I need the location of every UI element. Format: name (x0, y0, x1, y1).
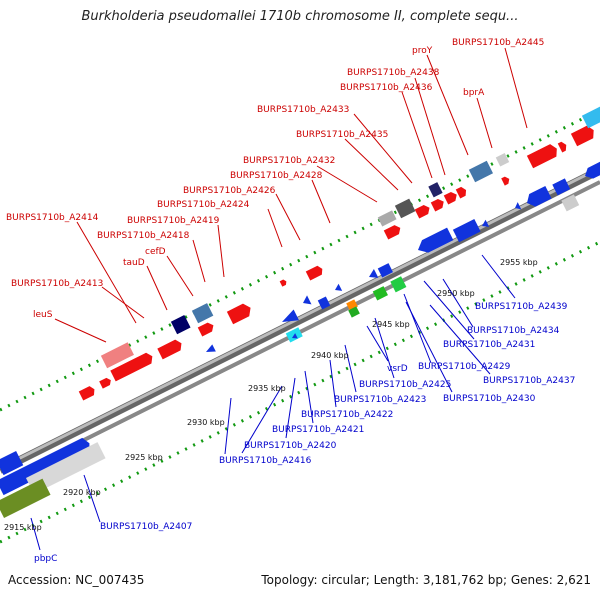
gene-label: BURPS1710b_A2416 (219, 456, 312, 466)
tick-label: 2935 kbp (248, 384, 286, 393)
gene-label: BURPS1710b_A2429 (418, 362, 511, 372)
gene-label: BURPS1710b_A2435 (296, 130, 388, 140)
gene-label: BURPS1710b_A2420 (244, 441, 337, 451)
gene-label: BURPS1710b_A2426 (183, 186, 276, 196)
gene-label: bprA (463, 88, 485, 98)
inner-reverse-track (0, 240, 600, 544)
accession-text: Accession: NC_007435 (8, 573, 145, 587)
tick-label: 2950 kbp (437, 289, 475, 298)
reverse-genes (0, 161, 600, 519)
gene-label: vsrD (387, 364, 408, 374)
reverse-gene-labels: BURPS1710b_A2439 BURPS1710b_A2434 BURPS1… (34, 302, 575, 564)
gene-label: tauD (123, 258, 145, 268)
tick-label: 2920 kbp (63, 488, 101, 497)
gene-label: BURPS1710b_A2418 (97, 231, 190, 241)
forward-gene-labels: BURPS1710b_A2445 proY BURPS1710b_A2438 B… (6, 38, 544, 320)
forward-genes (78, 105, 600, 401)
tick-labels: 2915 kbp 2920 kbp 2925 kbp 2930 kbp 2935… (4, 258, 538, 532)
gene-label: BURPS1710b_A2422 (301, 410, 393, 420)
gene-label: leuS (33, 310, 53, 320)
gene-label: BURPS1710b_A2432 (243, 156, 335, 166)
gene-label: BURPS1710b_A2421 (272, 425, 364, 435)
gene-label: BURPS1710b_A2424 (157, 200, 250, 210)
gene-label: BURPS1710b_A2425 (359, 380, 451, 390)
gene-label: BURPS1710b_A2419 (127, 216, 220, 226)
gene-label: BURPS1710b_A2437 (483, 376, 575, 386)
map-title: Burkholderia pseudomallei 1710b chromoso… (81, 9, 519, 24)
tick-label: 2930 kbp (187, 418, 225, 427)
tick-label: 2915 kbp (4, 523, 42, 532)
gene-label: cefD (145, 247, 166, 257)
label-leaders (30, 47, 528, 551)
tick-label: 2925 kbp (125, 453, 163, 462)
tick-label: 2955 kbp (500, 258, 538, 267)
gene-label: BURPS1710b_A2423 (334, 395, 426, 405)
gene-label: BURPS1710b_A2431 (443, 340, 535, 350)
gene-label: BURPS1710b_A2436 (340, 83, 433, 93)
gene-label: BURPS1710b_A2445 (452, 38, 544, 48)
gene-label: BURPS1710b_A2414 (6, 213, 99, 223)
gene-label: pbpC (34, 554, 57, 564)
gene-label: BURPS1710b_A2428 (230, 171, 323, 181)
gene-label: BURPS1710b_A2430 (443, 394, 536, 404)
genome-summary-text: Topology: circular; Length: 3,181,762 bp… (261, 573, 591, 587)
gene-label: BURPS1710b_A2434 (467, 326, 560, 336)
gene-label: BURPS1710b_A2439 (475, 302, 568, 312)
gene-label: BURPS1710b_A2438 (347, 68, 440, 78)
gene-label: proY (412, 46, 433, 56)
tick-label: 2945 kbp (372, 320, 410, 329)
tick-label: 2940 kbp (311, 351, 349, 360)
gene-label: BURPS1710b_A2407 (100, 522, 192, 532)
gene-label: BURPS1710b_A2433 (257, 105, 349, 115)
gene-label: BURPS1710b_A2413 (11, 279, 103, 289)
